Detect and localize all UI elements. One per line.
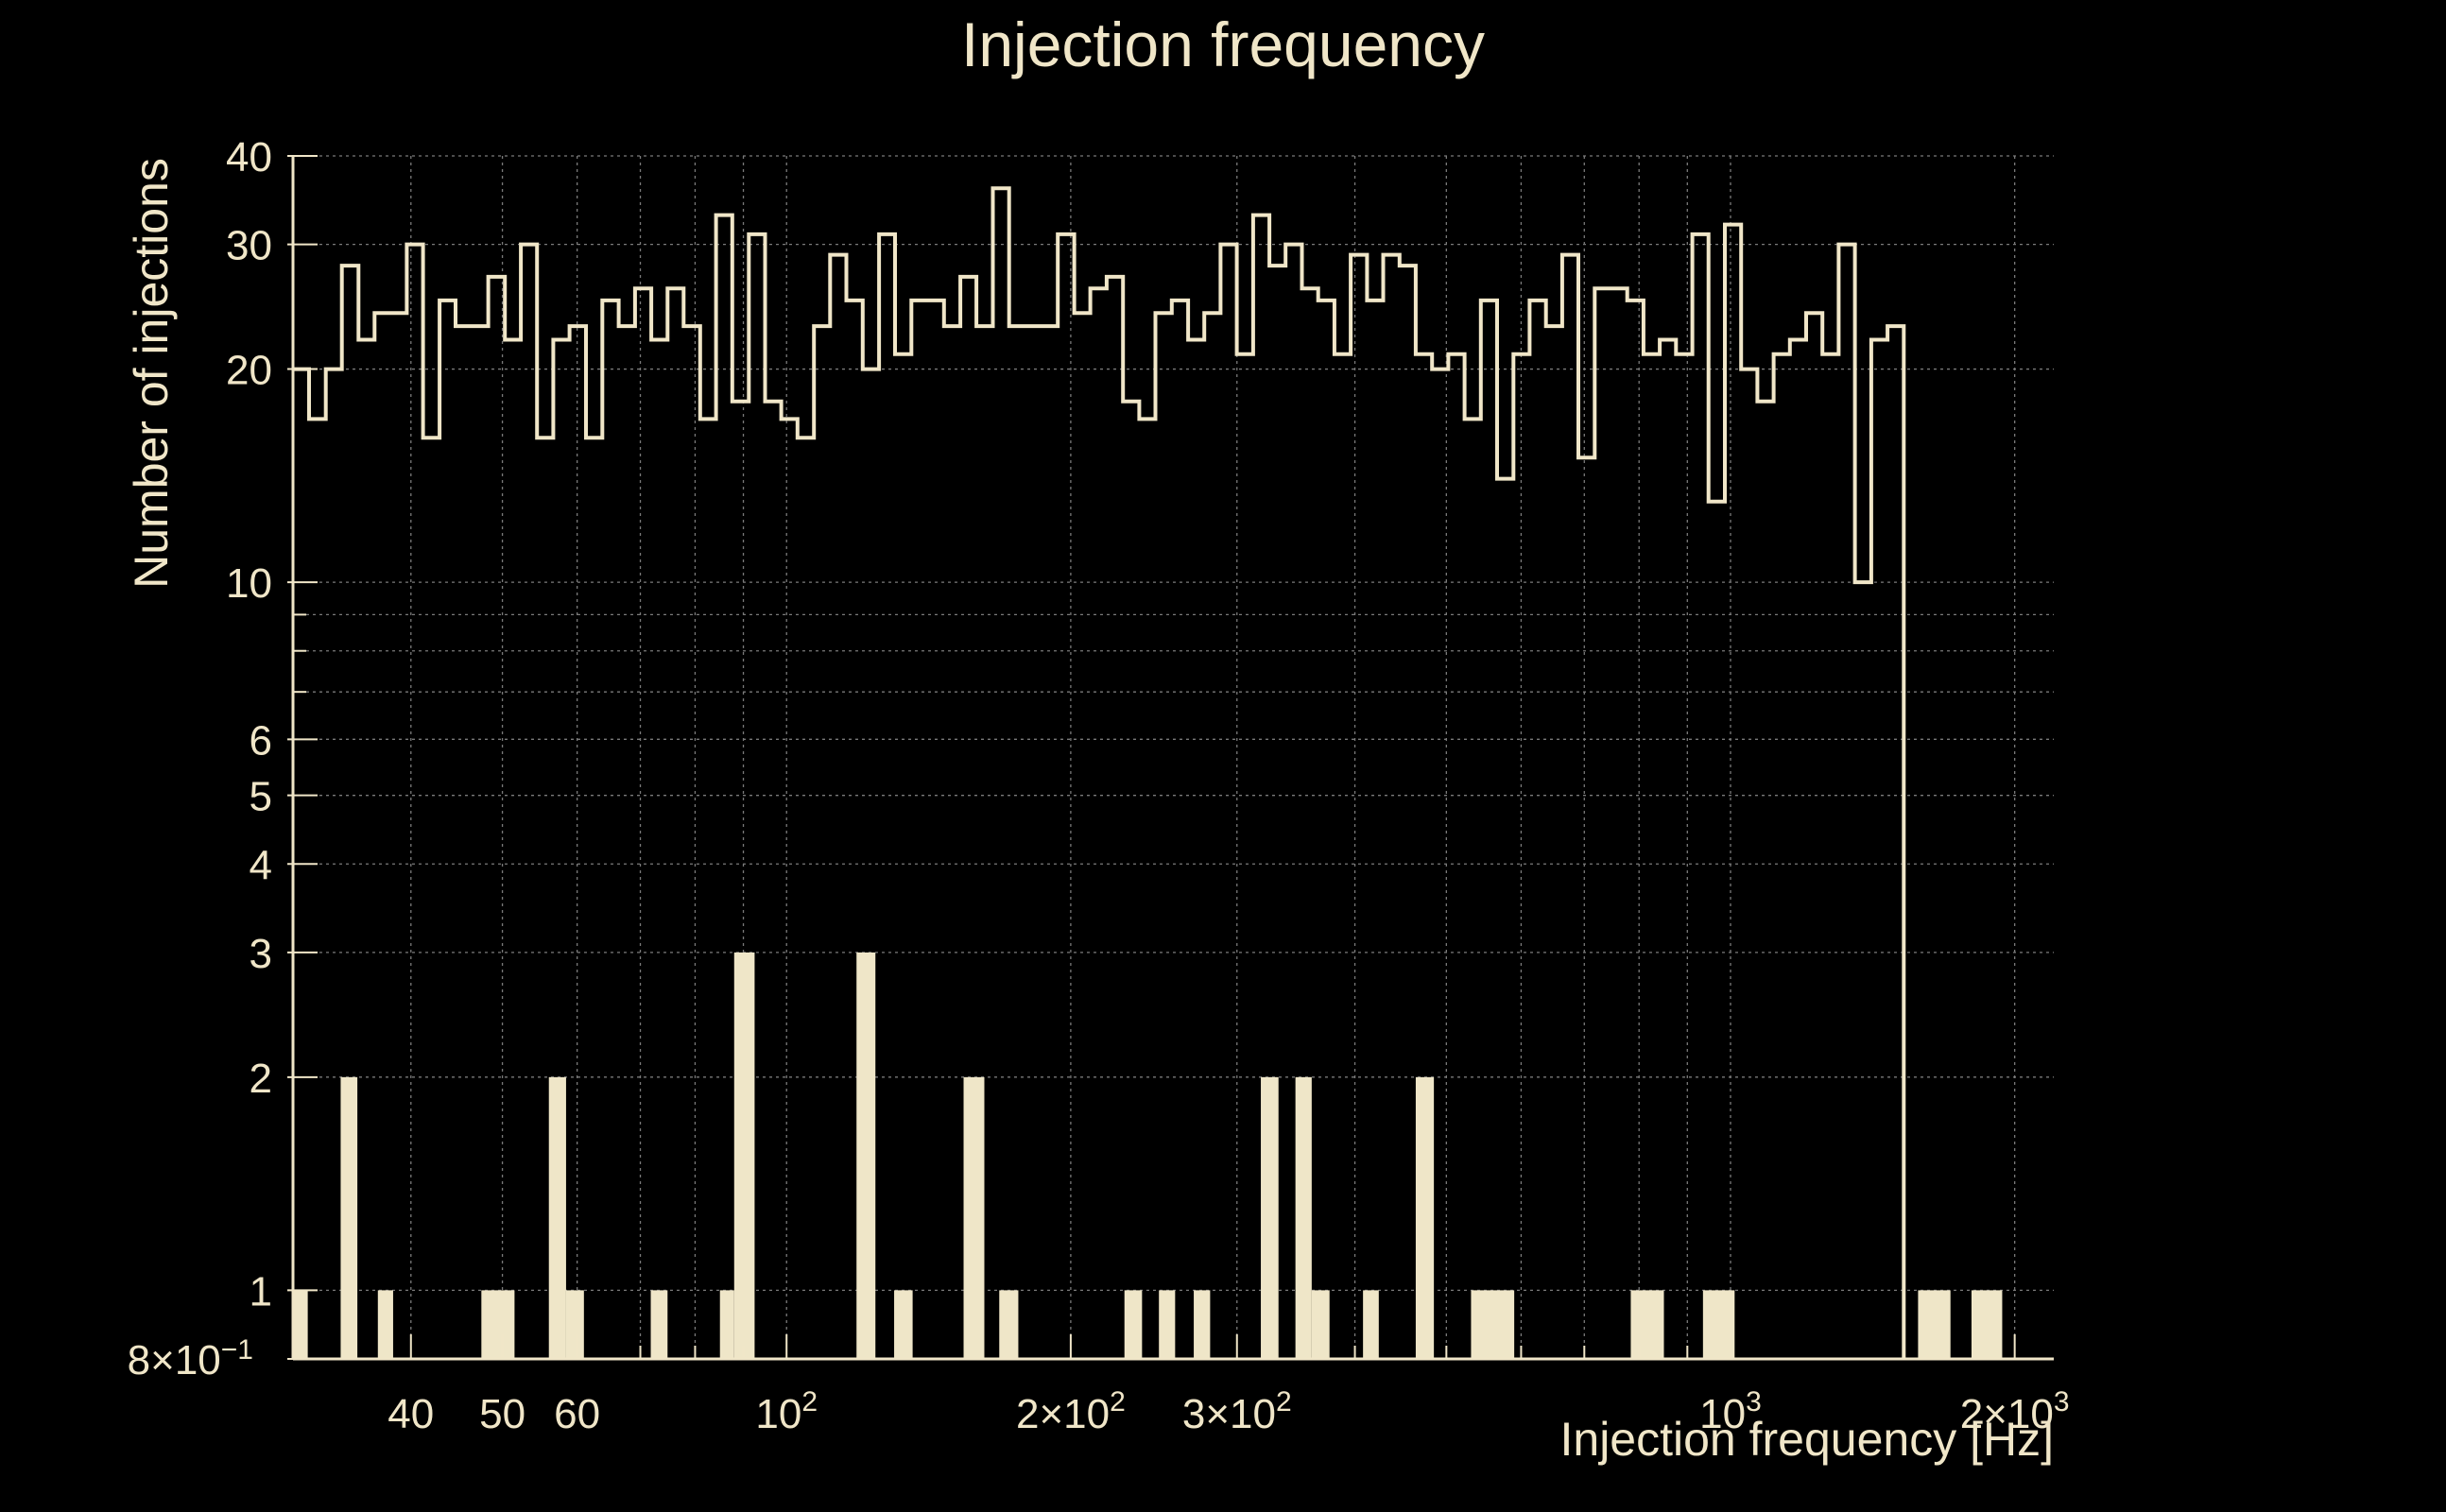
histogram-bar bbox=[1295, 1076, 1312, 1359]
histogram-bar bbox=[1415, 1076, 1435, 1359]
x-tick-label: 40 bbox=[388, 1391, 434, 1437]
x-tick-exponent: 2 bbox=[801, 1386, 818, 1418]
x-tick-label: 3×102 bbox=[1182, 1386, 1292, 1437]
histogram-bar bbox=[565, 1290, 584, 1359]
x-tick-exponent: 3 bbox=[1746, 1386, 1762, 1418]
x-tick-label: 102 bbox=[755, 1386, 818, 1437]
histogram-bars bbox=[293, 952, 2003, 1359]
histogram-bar bbox=[719, 1290, 734, 1359]
histogram-bar bbox=[481, 1290, 515, 1359]
histogram-bar bbox=[293, 1290, 308, 1359]
histogram-bar bbox=[856, 952, 876, 1359]
y-tick-label: 4 bbox=[250, 842, 272, 888]
histogram-bar bbox=[733, 952, 755, 1359]
histogram-bar bbox=[999, 1290, 1019, 1359]
histogram-bar bbox=[377, 1290, 393, 1359]
histogram-bar bbox=[1630, 1290, 1664, 1359]
x-tick-label: 2×102 bbox=[1016, 1386, 1126, 1437]
histogram-bar bbox=[548, 1076, 566, 1359]
histogram-bar bbox=[1124, 1290, 1143, 1359]
x-tick-exponent: 2 bbox=[1276, 1386, 1292, 1418]
histogram-bar bbox=[1471, 1290, 1515, 1359]
y-tick-label: 20 bbox=[226, 348, 272, 394]
histogram-bar bbox=[1363, 1290, 1379, 1359]
chart-title: Injection frequency bbox=[961, 9, 1485, 79]
y-tick-label: 3 bbox=[250, 931, 272, 977]
grid bbox=[293, 155, 2054, 1359]
x-tick-exponent: 2 bbox=[1110, 1386, 1126, 1418]
histogram-bar bbox=[1918, 1290, 1951, 1359]
y-tick-label: 2 bbox=[250, 1056, 272, 1102]
histogram-bar bbox=[1702, 1290, 1735, 1359]
x-tick-label: 60 bbox=[554, 1391, 600, 1437]
histogram-bar bbox=[894, 1290, 913, 1359]
axes bbox=[287, 155, 2054, 1361]
x-tick-label: 50 bbox=[479, 1391, 525, 1437]
x-tick-labels: 40 50 60 102 2×102 3×102 103 2×103 bbox=[388, 1386, 2069, 1437]
histogram-outline bbox=[293, 186, 1906, 1359]
step-outline-series bbox=[293, 186, 1906, 1359]
histogram-bar bbox=[1159, 1290, 1176, 1359]
y-tick-label: 30 bbox=[226, 223, 272, 269]
x-axis-label: Injection frequency [Hz] bbox=[1560, 1413, 2055, 1466]
histogram-bar bbox=[963, 1076, 985, 1359]
y-tick-label: 6 bbox=[250, 717, 272, 764]
histogram-bar bbox=[1194, 1290, 1211, 1359]
y-tick-label: 10 bbox=[226, 560, 272, 607]
x-tick-label: 2×103 bbox=[1960, 1386, 2070, 1437]
histogram-bar bbox=[650, 1290, 668, 1359]
y-axis-label: Number of injections bbox=[125, 158, 178, 589]
y-tick-label: 1 bbox=[250, 1268, 272, 1314]
histogram-bar bbox=[340, 1076, 358, 1359]
x-tick-exponent: 3 bbox=[2054, 1386, 2070, 1418]
y-tick-exponent: −1 bbox=[221, 1334, 253, 1366]
histogram-bar bbox=[1971, 1290, 2003, 1359]
y-tick-label: 5 bbox=[250, 774, 272, 820]
y-tick-label: 40 bbox=[226, 134, 272, 180]
histogram-bar bbox=[1261, 1076, 1279, 1359]
histogram-bar bbox=[1311, 1290, 1330, 1359]
